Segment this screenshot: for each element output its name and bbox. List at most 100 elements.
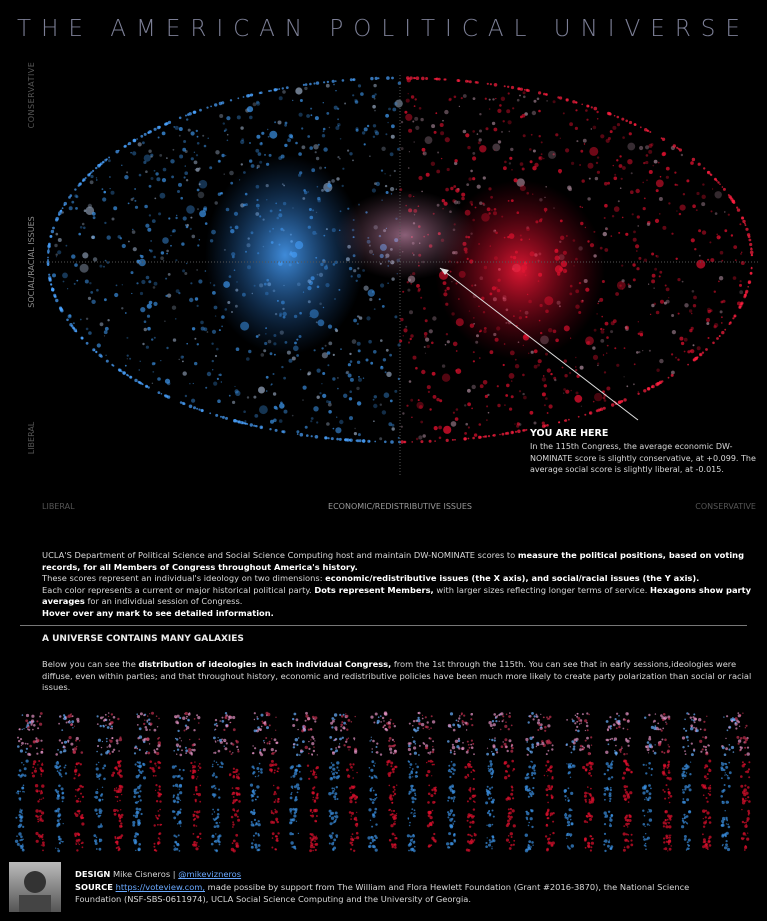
texture-dot [163,394,167,397]
texture-dot [330,721,334,725]
texture-dot [196,841,198,844]
texture-dot [469,797,472,800]
section-text: Below you can see the distribution of id… [42,659,764,694]
texture-dot [540,713,542,715]
texture-dot [569,776,572,778]
texture-dot [134,841,137,845]
texture-dot [60,775,63,778]
texture-dot [621,264,624,267]
texture-dot [505,838,510,842]
texture-dot [410,283,413,285]
texture-dot [389,399,393,403]
texture-dot [538,723,541,727]
texture-dot [349,848,353,851]
texture-dot [348,787,352,790]
texture-dot [710,210,713,213]
texture-dot [119,774,123,778]
texture-dot [443,425,452,434]
texture-dot [745,791,749,795]
texture-dot [194,798,197,802]
texture-dot [452,800,455,803]
texture-dot [603,823,607,826]
texture-dot [81,795,85,798]
texture-dot [713,325,717,329]
texture-dot [490,767,493,771]
texture-dot [192,843,196,847]
texture-dot [558,421,560,424]
texture-dot [151,711,154,715]
texture-dot [741,799,745,802]
texture-dot [741,764,745,768]
texture-dot [491,751,493,753]
texture-dot [335,776,339,780]
texture-dot [330,816,335,820]
texture-dot [674,183,677,186]
texture-dot [157,810,160,812]
texture-dot [339,737,342,741]
texture-dot [62,823,64,825]
texture-dot [411,796,415,800]
texture-dot [447,723,452,728]
texture-dot [33,769,38,773]
texture-dot [114,292,119,298]
texture-dot [613,739,615,742]
texture-dot [744,753,747,756]
texture-dot [19,819,23,823]
texture-dot [152,286,156,289]
texture-dot [552,153,555,156]
texture-dot [469,763,472,766]
texture-dot [547,801,549,804]
texture-dot [179,820,182,822]
texture-dot [433,832,436,836]
texture-dot [619,187,622,189]
texture-dot [312,846,316,849]
texture-dot [434,77,437,80]
texture-dot [393,740,395,743]
texture-dot [178,745,182,748]
texture-dot [19,816,21,819]
texture-dot [538,135,541,138]
texture-dot [696,191,700,196]
texture-dot [326,422,330,426]
texture-dot [292,99,294,102]
texture-dot [178,788,180,790]
texture-dot [335,771,338,774]
texture-dot [650,143,654,146]
texture-dot [580,722,582,724]
texture-dot [32,740,36,744]
texture-dot [291,792,293,794]
texture-dot [657,728,660,731]
texture-dot [120,822,123,825]
texture-dot [205,386,208,389]
texture-dot [331,811,335,815]
texture-dot [374,797,377,800]
texture-dot [78,843,81,846]
texture-dot [633,383,635,386]
texture-dot [384,371,387,374]
texture-dot [81,822,85,826]
texture-dot [667,797,670,799]
texture-dot [371,751,374,753]
texture-dot [528,715,530,717]
texture-dot [308,747,311,750]
texture-dot [259,405,268,415]
texture-dot [259,749,262,751]
texture-dot [236,115,241,120]
texture-dot [567,797,569,799]
texture-dot [272,812,275,815]
texture-dot [221,325,224,328]
texture-dot [703,728,707,732]
texture-dot [388,796,392,799]
texture-dot [209,166,213,170]
texture-dot [151,338,154,341]
texture-dot [485,845,488,848]
texture-dot [232,821,235,824]
texture-dot [603,787,606,790]
texture-dot [237,97,240,100]
texture-dot [73,328,78,332]
texture-dot [258,774,260,776]
texture-dot [203,144,207,148]
texture-dot [315,815,318,817]
texture-dot [121,164,123,166]
texture-dot [226,133,229,136]
